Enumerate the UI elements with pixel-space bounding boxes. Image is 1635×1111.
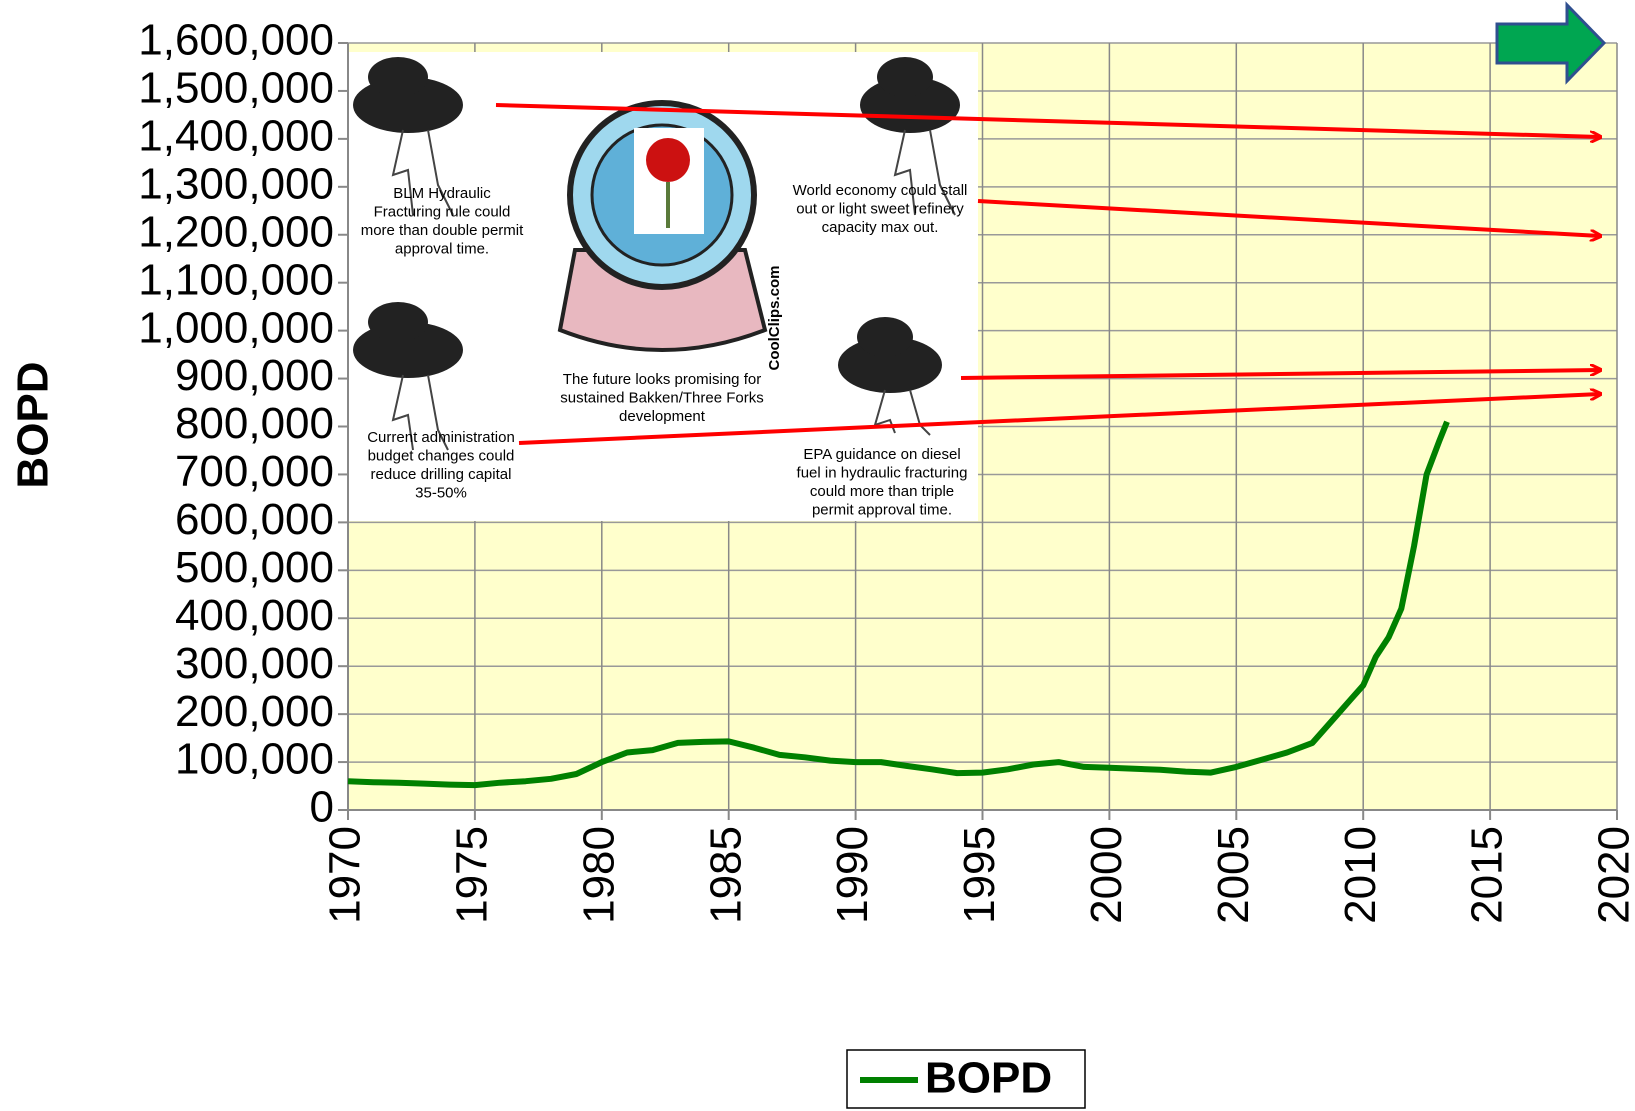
annotation-text: The future looks promising for (563, 371, 761, 388)
legend: BOPD (847, 1050, 1085, 1108)
y-tick-label: 600,000 (175, 495, 334, 544)
annotation-text: could more than triple (810, 483, 954, 500)
y-tick-label: 800,000 (175, 399, 334, 448)
x-tick-label: 1995 (955, 826, 1004, 924)
annotation-text: Fracturing rule could (374, 203, 511, 220)
y-tick-label: 1,500,000 (138, 64, 334, 113)
x-tick-label: 1970 (321, 826, 370, 924)
x-tick-label: 2005 (1209, 826, 1258, 924)
y-tick-label: 500,000 (175, 543, 334, 592)
x-tick-label: 2000 (1082, 826, 1131, 924)
crystal-ball (560, 103, 765, 350)
annotation-text: approval time. (395, 240, 489, 257)
x-tick-label: 1990 (828, 826, 877, 924)
x-tick-label: 1985 (701, 826, 750, 924)
annotation-text: CoolClips.com (766, 265, 783, 370)
y-tick-label: 1,100,000 (138, 255, 334, 304)
annotation-text: BLM Hydraulic (393, 185, 491, 202)
y-tick-label: 1,300,000 (138, 159, 334, 208)
chart: BLM HydraulicFracturing rule could more t… (0, 0, 1635, 1111)
annotation-text: reduce drilling capital (371, 466, 512, 483)
x-tick-label: 2010 (1336, 826, 1385, 924)
x-tick-label: 2015 (1463, 826, 1512, 924)
annotation-text: EPA guidance on diesel (803, 446, 960, 463)
y-tick-label: 1,600,000 (138, 16, 334, 65)
x-tick-label: 1980 (574, 826, 623, 924)
annotation-text: development (619, 408, 706, 425)
annotation-text: out or light sweet refinery (796, 200, 964, 217)
annotation-text: World economy could stall (793, 182, 968, 199)
annotation-text: budget changes could (368, 447, 515, 464)
y-tick-label: 1,400,000 (138, 112, 334, 161)
y-tick-label: 700,000 (175, 447, 334, 496)
y-tick-label: 200,000 (175, 687, 334, 736)
y-tick-label: 1,000,000 (138, 303, 334, 352)
annotation-text: Current administration (367, 429, 515, 446)
y-axis-label: BOPD (9, 361, 58, 488)
annotation-text: fuel in hydraulic fracturing (797, 464, 968, 481)
annotation-text: more than double permit (361, 222, 524, 239)
annotation-text: permit approval time. (812, 501, 952, 518)
y-tick-label: 1,200,000 (138, 207, 334, 256)
y-tick-label: 300,000 (175, 639, 334, 688)
legend-label: BOPD (925, 1054, 1052, 1103)
y-tick-label: 900,000 (175, 351, 334, 400)
y-tick-label: 0 (310, 783, 334, 832)
x-tick-label: 1975 (448, 826, 497, 924)
y-tick-label: 400,000 (175, 591, 334, 640)
x-tick-label: 2020 (1590, 826, 1635, 924)
annotation-text: capacity max out. (822, 219, 939, 236)
annotation-text: sustained Bakken/Three Forks (560, 389, 763, 406)
y-tick-label: 100,000 (175, 735, 334, 784)
annotation-text: 35-50% (415, 484, 467, 501)
